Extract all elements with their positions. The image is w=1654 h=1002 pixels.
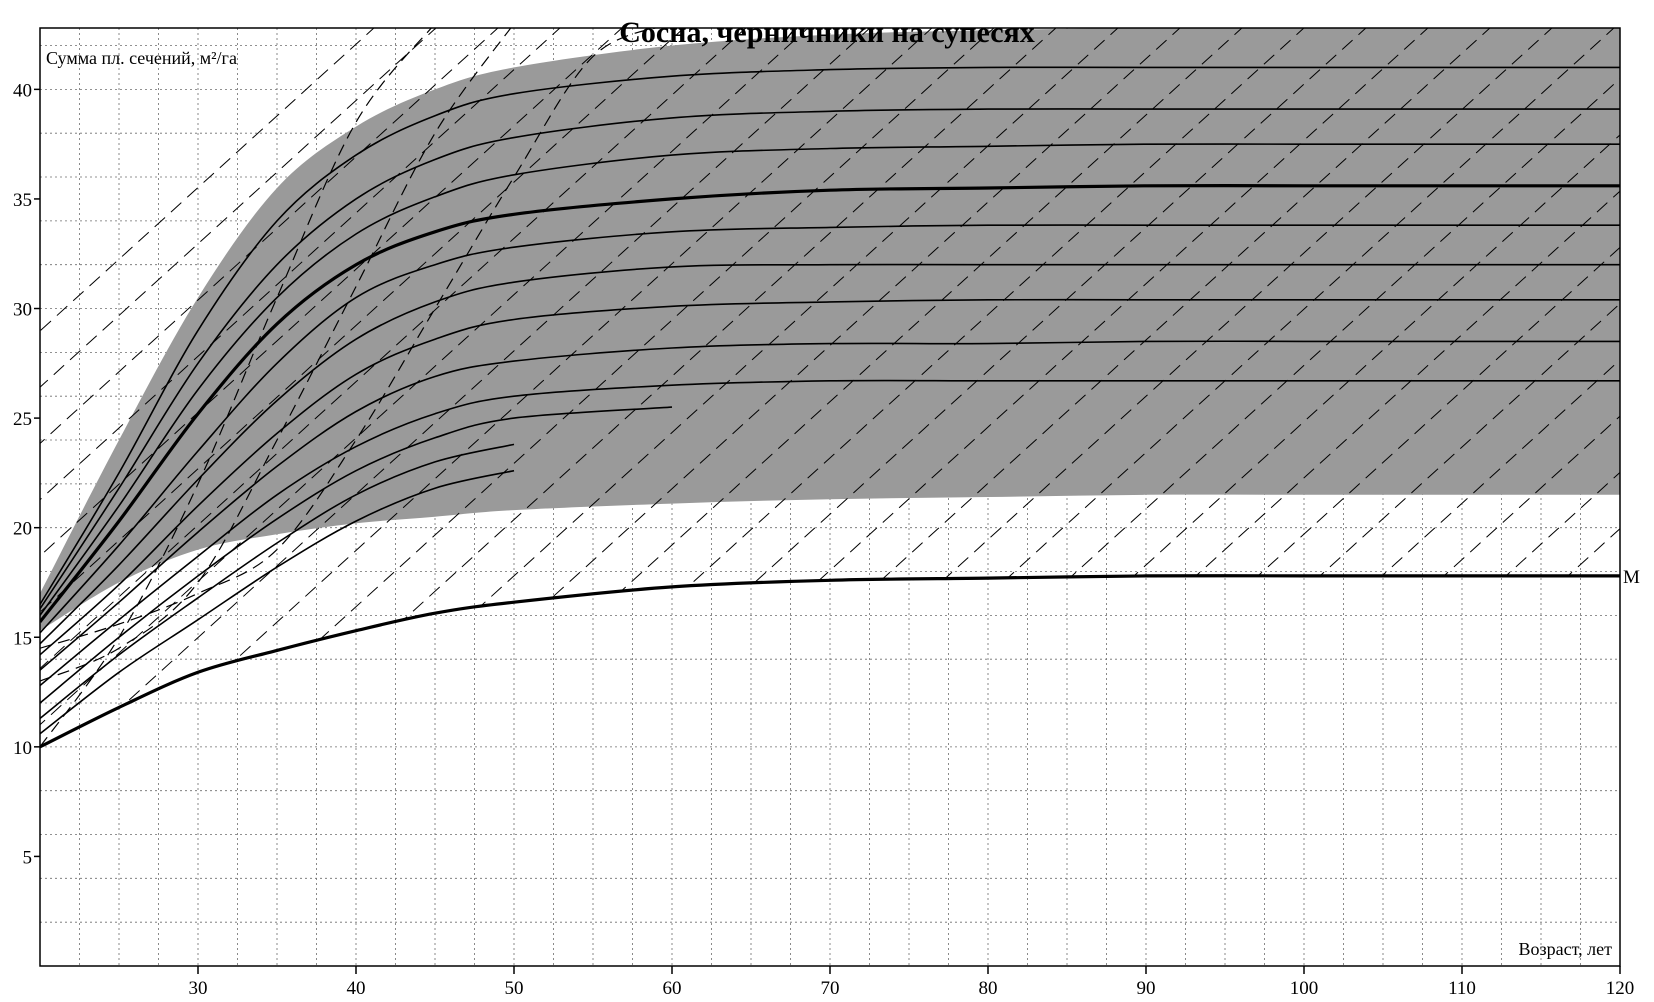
x-tick-label: 50 <box>505 978 524 999</box>
series-line-12 <box>40 469 515 735</box>
series-line-4 <box>40 184 1620 623</box>
y-tick-label: 10 <box>13 738 32 759</box>
y-axis-label: Сумма пл. сечений, м²/га <box>46 48 237 68</box>
hatch-line <box>517 28 1619 747</box>
hatch-line <box>40 28 1061 747</box>
y-tick-label: 40 <box>13 80 32 101</box>
chart-title: Сосна, черничники на супесях <box>619 16 1035 49</box>
hatch-line <box>40 28 875 747</box>
series-line-1 <box>40 66 1620 605</box>
hatch-line <box>145 28 1247 747</box>
hatch-line <box>40 28 1123 747</box>
hatch-line <box>393 28 1495 747</box>
dashed-line-2 <box>40 28 512 682</box>
series-line-8 <box>40 340 1620 671</box>
y-tick-label: 30 <box>13 300 32 321</box>
hatch-line <box>641 28 1620 747</box>
hatch-line <box>207 28 1309 747</box>
series-line-11 <box>40 443 515 720</box>
series-line-10 <box>40 406 673 704</box>
hatch-line <box>40 28 813 747</box>
diagonal-hatching <box>40 0 1654 966</box>
y-tick-label: 25 <box>13 409 32 430</box>
series-line-9 <box>40 379 1620 687</box>
series-line-7 <box>40 298 1620 656</box>
series-line-6 <box>40 263 1620 645</box>
hatch-line <box>40 28 565 747</box>
x-tick-label: 60 <box>663 978 682 999</box>
x-axis-ticks: 30 40 50 60 70 80 90 100 110 120 <box>189 966 1635 999</box>
x-tick-label: 100 <box>1290 978 1319 999</box>
x-tick-label: 70 <box>821 978 840 999</box>
hatch-line <box>579 28 1620 747</box>
x-tick-label: 40 <box>347 978 366 999</box>
series-lines <box>40 28 1620 749</box>
x-tick-label: 120 <box>1606 978 1635 999</box>
hatch-line <box>40 28 999 747</box>
hatch-line <box>40 28 627 747</box>
x-tick-label: 30 <box>189 978 208 999</box>
series-line-m <box>40 574 1620 749</box>
y-axis-ticks: 5 10 15 20 25 30 35 40 <box>13 80 40 868</box>
hatch-line <box>83 28 1185 747</box>
x-tick-label: 90 <box>1137 978 1156 999</box>
y-tick-label: 5 <box>23 847 33 868</box>
series-line-3 <box>40 143 1620 616</box>
hatch-line <box>40 28 937 747</box>
hatch-line <box>331 28 1433 747</box>
shaded-band <box>40 27 1620 631</box>
dashed-line-1 <box>40 28 433 748</box>
y-tick-label: 15 <box>13 628 32 649</box>
x-axis-label: Возраст, лет <box>1519 939 1613 959</box>
series-label-m: М <box>1623 567 1640 588</box>
hatch-line <box>40 28 441 747</box>
y-tick-label: 20 <box>13 519 32 540</box>
hatch-line <box>1634 0 1654 966</box>
x-tick-label: 80 <box>979 978 998 999</box>
hatch-line <box>269 28 1371 747</box>
hatch-line <box>455 28 1557 747</box>
y-tick-label: 35 <box>13 190 32 211</box>
series-line-2 <box>40 108 1620 610</box>
hatch-line <box>40 28 751 747</box>
x-tick-label: 110 <box>1448 978 1476 999</box>
hatch-line <box>40 28 689 747</box>
series-line-5 <box>40 224 1620 634</box>
dashed-line-3 <box>40 28 659 649</box>
hatch-line <box>40 28 503 747</box>
